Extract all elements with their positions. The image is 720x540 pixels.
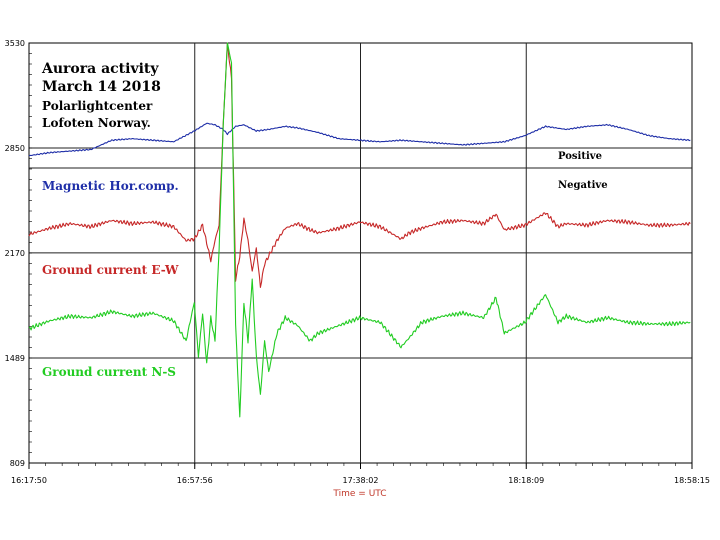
chart-subtitle-line-2: Lofoten Norway. xyxy=(42,116,151,130)
x-tick-label-0: 16:17:50 xyxy=(11,476,47,485)
x-tick-label-3: 18:18:09 xyxy=(508,476,544,485)
series-label-magnetic: Magnetic Hor.comp. xyxy=(42,179,179,193)
x-axis-ticks: 16:17:50 16:57:56 17:38:02 18:18:09 18:58:15 xyxy=(11,463,710,485)
x-tick-label-4: 18:58:15 xyxy=(674,476,710,485)
y-tick-label-3: 1489 xyxy=(5,354,25,363)
series-label-ew: Ground current E-W xyxy=(42,263,179,277)
annotation-positive: Positive xyxy=(558,151,602,162)
y-axis-ticks: 3530 2850 2170 1489 809 xyxy=(5,39,25,468)
chart-title-line-1: Aurora activity xyxy=(41,61,159,77)
series-line-1 xyxy=(28,42,691,288)
chart-title-line-2: March 14 2018 xyxy=(42,79,161,95)
chart-subtitle-line-1: Polarlightcenter xyxy=(42,99,153,113)
x-axis-label: Time = UTC xyxy=(332,489,386,499)
y-tick-label-1: 2850 xyxy=(5,144,25,153)
x-tick-label-1: 16:57:56 xyxy=(177,476,213,485)
series-lines xyxy=(28,42,691,418)
series-label-ns: Ground current N-S xyxy=(42,365,176,379)
x-tick-label-2: 17:38:02 xyxy=(343,476,379,485)
series-line-0 xyxy=(28,122,691,157)
annotation-negative: Negative xyxy=(558,180,608,191)
series-line-2 xyxy=(28,42,691,418)
y-tick-label-2: 2170 xyxy=(5,249,25,258)
y-tick-label-0: 3530 xyxy=(5,39,25,48)
y-tick-label-4: 809 xyxy=(10,459,25,468)
grid-lines xyxy=(29,43,692,466)
